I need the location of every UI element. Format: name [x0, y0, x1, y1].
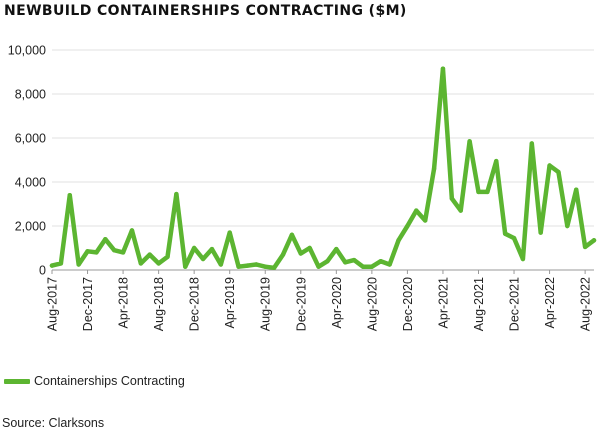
x-tick-label: Dec-2018: [188, 277, 202, 331]
data-point: [351, 257, 357, 263]
data-point: [120, 250, 126, 255]
data-point: [422, 218, 428, 223]
data-point: [431, 166, 437, 171]
data-point: [298, 251, 303, 256]
data-point: [467, 139, 472, 144]
data-point: [511, 235, 517, 241]
x-tick-label: Aug-2021: [472, 277, 486, 331]
data-point: [334, 246, 339, 252]
data-point: [547, 163, 552, 168]
data-point: [147, 252, 152, 257]
data-point: [556, 169, 561, 175]
data-point: [387, 262, 392, 267]
data-point: [538, 230, 543, 235]
x-tick-label: Aug-2019: [259, 277, 273, 331]
data-point: [529, 141, 535, 146]
y-axis: 0 2,000 4,000 6,000 8,000 10,000: [8, 44, 46, 278]
data-point: [378, 259, 383, 264]
data-point: [360, 264, 366, 269]
data-point: [218, 262, 224, 267]
data-point: [396, 238, 401, 243]
data-point: [209, 246, 215, 252]
legend: Containerships Contracting: [4, 374, 185, 388]
data-point: [156, 261, 161, 266]
data-point: [343, 260, 348, 265]
y-tick-label: 8,000: [15, 88, 46, 102]
series-layer: [49, 66, 597, 271]
data-point: [494, 158, 499, 164]
x-tick-label: Apr-2022: [543, 277, 557, 328]
data-point: [94, 250, 99, 255]
data-point: [369, 264, 375, 269]
y-tick-label: 6,000: [15, 132, 46, 146]
data-point: [263, 264, 268, 269]
data-point: [476, 189, 481, 195]
data-point: [289, 232, 295, 237]
data-point: [271, 265, 277, 270]
data-point: [574, 187, 579, 192]
gridlines: [52, 49, 594, 271]
data-point: [129, 228, 135, 233]
data-point: [582, 244, 588, 250]
data-point: [502, 231, 508, 236]
data-point: [85, 249, 90, 254]
x-tick-label: Apr-2021: [436, 277, 450, 328]
data-point: [245, 263, 250, 268]
data-point: [165, 254, 170, 259]
data-point: [485, 189, 490, 195]
data-point: [440, 66, 446, 71]
data-point: [200, 256, 206, 262]
data-point: [254, 262, 259, 267]
x-tick-label: Apr-2019: [223, 277, 237, 328]
data-point: [111, 248, 117, 253]
data-point: [227, 230, 232, 235]
x-tick-label: Dec-2017: [81, 277, 95, 331]
x-tick-label: Aug-2017: [46, 277, 60, 331]
x-tick-label: Dec-2021: [508, 277, 522, 331]
data-point: [103, 237, 108, 242]
data-point: [520, 256, 526, 262]
x-tick-label: Dec-2020: [401, 277, 415, 331]
x-tick-label: Dec-2019: [294, 277, 308, 331]
y-tick-label: 10,000: [8, 44, 46, 58]
data-point: [49, 263, 55, 268]
y-tick-label: 4,000: [15, 176, 46, 190]
legend-swatch: [4, 378, 30, 384]
data-point: [565, 223, 570, 229]
data-point: [414, 208, 419, 213]
data-point: [76, 262, 81, 267]
data-point: [316, 264, 321, 269]
x-tick-label: Aug-2020: [365, 277, 379, 331]
x-tick-label: Aug-2018: [152, 277, 166, 331]
data-point: [236, 264, 241, 269]
x-tick-label: Aug-2022: [579, 277, 593, 331]
data-point: [183, 264, 188, 269]
data-point: [307, 245, 312, 251]
source-note: Source: Clarksons: [2, 416, 105, 430]
data-point: [591, 238, 597, 243]
data-point: [191, 245, 197, 251]
data-point: [405, 223, 410, 229]
data-point: [58, 261, 64, 266]
data-point: [67, 193, 72, 198]
data-point: [449, 196, 455, 201]
data-point: [280, 252, 286, 257]
data-point: [138, 261, 144, 266]
line-chart: 0 2,000 4,000 6,000 8,000 10,000 Aug-2017 Dec-…: [8, 44, 597, 331]
x-tick-label: Apr-2018: [117, 277, 131, 328]
data-point: [325, 259, 330, 264]
x-tick-label: Apr-2020: [330, 277, 344, 328]
data-point: [174, 191, 179, 197]
y-tick-label: 0: [39, 264, 46, 278]
y-tick-label: 2,000: [15, 220, 46, 234]
chart-title: NEWBUILD CONTAINERSHIPS CONTRACTING ($M): [4, 3, 407, 19]
legend-label: Containerships Contracting: [34, 374, 185, 388]
data-point: [458, 208, 463, 213]
x-axis: Aug-2017 Dec-2017 Apr-2018 Aug-2018 Dec-2018…: [46, 270, 593, 331]
